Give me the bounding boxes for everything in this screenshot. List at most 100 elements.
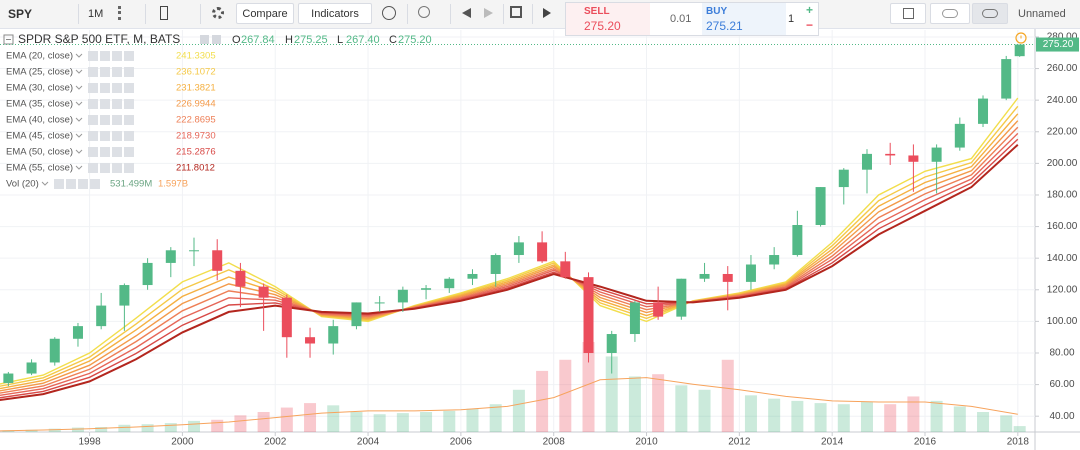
legend-icon[interactable] <box>78 179 88 189</box>
indicator-name: EMA (40, close) <box>6 115 73 126</box>
x-tick-label: 2004 <box>357 437 380 448</box>
candle-body <box>49 338 60 363</box>
buy-box[interactable] <box>702 3 786 35</box>
symbol-input[interactable]: SPY <box>8 7 33 21</box>
legend-icon[interactable] <box>124 99 134 109</box>
legend-icon[interactable] <box>112 51 122 61</box>
replay-button[interactable] <box>418 6 430 18</box>
menu-dots[interactable] <box>118 6 124 20</box>
legend-icon[interactable] <box>124 147 134 157</box>
settings-icon[interactable] <box>212 7 224 19</box>
legend-icon[interactable] <box>124 131 134 141</box>
layout-name[interactable]: Unnamed <box>1018 8 1066 20</box>
volume-bar <box>211 419 224 432</box>
legend-icon[interactable] <box>100 163 110 173</box>
volume-bar <box>814 403 827 432</box>
layout-button[interactable] <box>890 3 926 24</box>
volume-bar <box>652 374 665 432</box>
price-label-box <box>1036 37 1079 52</box>
redo-button[interactable] <box>484 8 493 18</box>
chart-style-icon[interactable] <box>160 6 168 20</box>
legend-icon[interactable] <box>88 83 98 93</box>
quantity-plus[interactable]: + <box>806 3 814 17</box>
legend-icon[interactable] <box>124 51 134 61</box>
indicator-value: 231.3821 <box>176 83 216 94</box>
sell-box[interactable] <box>566 3 650 35</box>
legend-icon[interactable] <box>124 67 134 77</box>
toolbar: SPY 1M Compare Indicators Unnamed <box>0 0 1080 29</box>
collapse-icon[interactable] <box>3 34 14 45</box>
quantity-minus[interactable]: − <box>806 18 814 32</box>
candle-body <box>815 187 826 225</box>
cloud-load-button[interactable] <box>930 3 970 24</box>
legend-icon[interactable] <box>100 67 110 77</box>
dropdown-arrow <box>75 85 83 90</box>
candle-body <box>537 242 548 262</box>
volume-bar <box>1013 426 1026 432</box>
quantity[interactable]: 1 <box>788 13 795 25</box>
candle-body <box>745 264 756 282</box>
alert-icon[interactable] <box>1015 32 1027 44</box>
legend-icon[interactable] <box>100 83 110 93</box>
legend-icon[interactable] <box>100 115 110 125</box>
candle-body <box>1001 59 1012 99</box>
indicator-value: 236.1072 <box>176 67 216 78</box>
x-tick-label: 1998 <box>78 437 101 448</box>
legend-icon[interactable] <box>112 131 122 141</box>
legend-icon[interactable] <box>212 35 221 44</box>
legend-icon[interactable] <box>124 83 134 93</box>
legend-icon[interactable] <box>54 179 64 189</box>
legend-icon[interactable] <box>112 67 122 77</box>
legend-icon[interactable] <box>124 163 134 173</box>
legend-icon[interactable] <box>112 115 122 125</box>
cloud-icon <box>982 9 998 18</box>
legend-icon[interactable] <box>112 147 122 157</box>
play-button[interactable] <box>543 8 551 18</box>
legend-icon[interactable] <box>88 67 98 77</box>
volume-bar <box>768 398 781 432</box>
indicator-name: EMA (30, close) <box>6 83 73 94</box>
volume-bar <box>350 412 363 432</box>
volume-bar <box>791 400 804 432</box>
volume-bar <box>837 404 850 432</box>
volume-bar <box>907 396 920 432</box>
ema-line <box>0 126 1019 394</box>
legend-icon[interactable] <box>88 131 98 141</box>
legend-icon[interactable] <box>88 147 98 157</box>
volume-bar <box>71 427 84 432</box>
x-tick-label: 2000 <box>171 437 194 448</box>
candle-body <box>26 362 37 374</box>
legend-icon[interactable] <box>88 99 98 109</box>
legend-icon[interactable] <box>88 115 98 125</box>
legend-icon[interactable] <box>200 35 209 44</box>
volume-ma-line <box>0 377 1018 432</box>
compare-button[interactable]: Compare <box>236 3 294 24</box>
indicators-button[interactable]: Indicators <box>298 3 372 24</box>
legend-icon[interactable] <box>100 147 110 157</box>
legend-icon[interactable] <box>124 115 134 125</box>
legend-icon[interactable] <box>66 179 76 189</box>
candle-body <box>421 288 432 290</box>
interval-button[interactable]: 1M <box>88 8 104 20</box>
candle-body <box>397 289 408 303</box>
cloud-save-button[interactable] <box>972 3 1008 24</box>
legend-icon[interactable] <box>112 163 122 173</box>
legend-icon[interactable] <box>100 99 110 109</box>
legend-icon[interactable] <box>88 51 98 61</box>
ohlc-key: L <box>337 34 343 46</box>
legend-icon[interactable] <box>112 99 122 109</box>
y-tick-label: 280.00 <box>1047 32 1078 43</box>
alert-button[interactable] <box>382 6 396 20</box>
legend-icon[interactable] <box>88 163 98 173</box>
candle-body <box>653 302 664 317</box>
legend-icon[interactable] <box>100 131 110 141</box>
legend-icon[interactable] <box>112 83 122 93</box>
undo-button[interactable] <box>462 8 471 18</box>
sell-label: SELL <box>584 6 610 17</box>
fullscreen-button[interactable] <box>510 6 522 18</box>
legend-icon[interactable] <box>100 51 110 61</box>
legend-icon[interactable] <box>90 179 100 189</box>
candle-body <box>908 155 919 162</box>
volume-bar <box>396 413 409 432</box>
volume-bar <box>466 408 479 432</box>
